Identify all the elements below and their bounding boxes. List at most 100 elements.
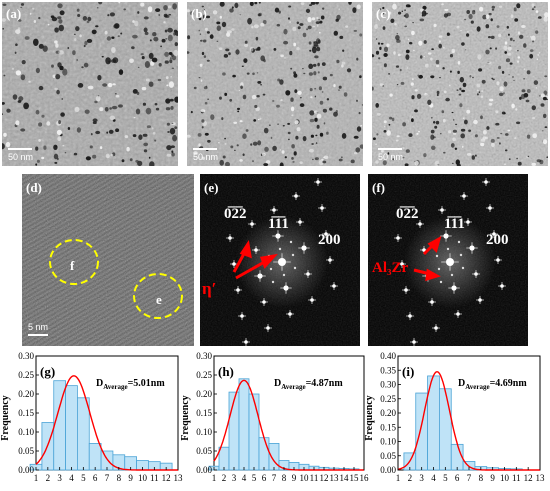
x-tick-label: 8: [282, 473, 287, 483]
scale-bar-d: [28, 334, 48, 336]
phase-label-al3zr: Al₃Zr: [372, 260, 409, 276]
red-arrows-f: [413, 235, 442, 282]
histogram-bar: [88, 443, 102, 471]
x-tick-label: 4: [431, 473, 436, 483]
x-tick-label: 12: [320, 473, 329, 483]
x-tick-label: 7: [272, 473, 277, 483]
panel-label-e: (e): [204, 180, 218, 195]
superlattice-spot: [457, 240, 461, 244]
spot-label-111: 1̅1̅1: [268, 216, 289, 232]
y-tick-label: 0.10: [380, 437, 396, 447]
x-tick-label: 1: [396, 473, 401, 483]
scale-text-d: 5 nm: [28, 322, 48, 332]
fft-image-e: (e) 0̅2̅2 1̅1̅1 200 η′: [200, 174, 360, 346]
x-tick-label: 3: [419, 473, 424, 483]
x-tick-label: 16: [360, 473, 370, 483]
x-tick-label: 4: [242, 473, 247, 483]
x-tick-label: 2: [408, 473, 413, 483]
y-tick-label: 0.05: [380, 451, 396, 461]
scale-text-b: 50 nm: [193, 152, 218, 162]
y-tick-label: 0.35: [380, 365, 396, 375]
tem-panel-b: (b) 50 nm: [187, 2, 363, 166]
x-tick-label: 4: [69, 473, 74, 483]
y-tick-label: 0.15: [196, 408, 212, 418]
y-tick-label: 0.15: [18, 408, 34, 418]
x-tick-label: 3: [232, 473, 237, 483]
histogram-bar: [65, 385, 78, 471]
x-tick-label: 11: [150, 473, 159, 483]
spot-label-111-f: 1̅1̅1: [444, 216, 465, 232]
tem-image-b: (b) 50 nm: [187, 2, 363, 166]
ylabel-g: Frequency: [0, 395, 11, 440]
red-arrows-e: [232, 240, 278, 280]
y-tick-label: 0.05: [18, 446, 34, 456]
average-annotation: DAverage=5.01nm: [96, 378, 165, 391]
panel-label: (g): [40, 364, 55, 379]
x-tick-label: 8: [479, 473, 484, 483]
x-tick-label: 10: [138, 473, 148, 483]
y-tick-label: 0.00: [196, 465, 212, 475]
y-tick-label: 0.25: [380, 394, 396, 404]
superlattice-spot: [437, 267, 441, 271]
superlattice-spot: [282, 273, 286, 277]
superlattice-spot: [435, 254, 439, 258]
x-tick-label: 15: [350, 473, 360, 483]
scale-bar-a: [8, 148, 32, 150]
x-tick-label: 13: [330, 473, 340, 483]
spot-label-022: 0̅2̅2: [224, 206, 247, 222]
histogram-bar: [450, 443, 464, 471]
superlattice-spot: [289, 240, 293, 244]
x-tick-label: 13: [174, 473, 184, 483]
panel-label-f: (f): [372, 180, 385, 195]
x-tick-label: 10: [300, 473, 310, 483]
x-tick-label: 2: [222, 473, 227, 483]
x-tick-label: 11: [310, 473, 319, 483]
y-tick-label: 0.10: [196, 427, 212, 437]
x-tick-label: 3: [57, 473, 62, 483]
y-tick-label: 0.20: [380, 408, 396, 418]
scale-bar-c: [378, 148, 402, 150]
histogram-bar: [258, 437, 270, 471]
gaussian-fit-curve: [213, 379, 364, 471]
x-tick-label: 5: [252, 473, 257, 483]
y-tick-label: 0.10: [18, 427, 34, 437]
histogram-bar: [218, 446, 230, 471]
panel-label: (i): [402, 364, 414, 379]
x-tick-label: 1: [34, 473, 39, 483]
y-tick-label: 0.30: [196, 351, 212, 361]
superlattice-spot: [459, 253, 463, 257]
histogram-bar: [77, 397, 90, 471]
x-tick-label: 11: [512, 473, 521, 483]
scale-text-a: 50 nm: [8, 152, 33, 162]
superlattice-spot: [278, 247, 282, 251]
spot-label-200: 200: [318, 232, 341, 248]
tem-image-a: (a) 50 nm: [2, 2, 178, 166]
y-tick-label: 0.05: [196, 446, 212, 456]
histogram-bar: [228, 391, 240, 471]
fft-panel-e: (e) 0̅2̅2 1̅1̅1 200 η′: [200, 174, 360, 346]
tem-panel-a: (a) 50 nm: [2, 2, 178, 166]
ylabel-i: Frequency: [364, 395, 375, 440]
x-tick-label: 12: [524, 473, 533, 483]
hrtem-panel-d: f e (d) 5 nm: [22, 174, 194, 346]
hrtem-image-d: f e (d) 5 nm: [22, 174, 194, 346]
tem-image-c: (c) 50 nm: [372, 2, 548, 166]
x-tick-label: 8: [117, 473, 122, 483]
histogram-bar: [439, 388, 452, 471]
average-annotation: DAverage=4.87nm: [274, 378, 343, 391]
histogram-g: Frequency 0.00 0.05 0.10 0.15 0.20 0.25 0.30 1 2…: [0, 351, 184, 488]
superlattice-spot: [269, 267, 273, 271]
phase-label-eta: η′: [202, 279, 216, 298]
panel-label: (h): [218, 364, 234, 379]
superlattice-spot: [446, 247, 450, 251]
y-tick-label: 0.20: [196, 389, 212, 399]
superlattice-spot: [450, 273, 454, 277]
x-tick-label: 9: [490, 473, 495, 483]
y-tick-label: 0.40: [380, 351, 396, 361]
x-tick-label: 1: [212, 473, 217, 483]
y-tick-label: 0.00: [380, 465, 396, 475]
histogram-bar: [268, 443, 280, 471]
average-annotation: DAverage=4.69nm: [458, 378, 527, 391]
scale-bar-b: [193, 148, 217, 150]
histogram-i: Frequency 0.00 0.05 0.10 0.15 0.20 0.25 0.30 0.…: [364, 351, 550, 488]
